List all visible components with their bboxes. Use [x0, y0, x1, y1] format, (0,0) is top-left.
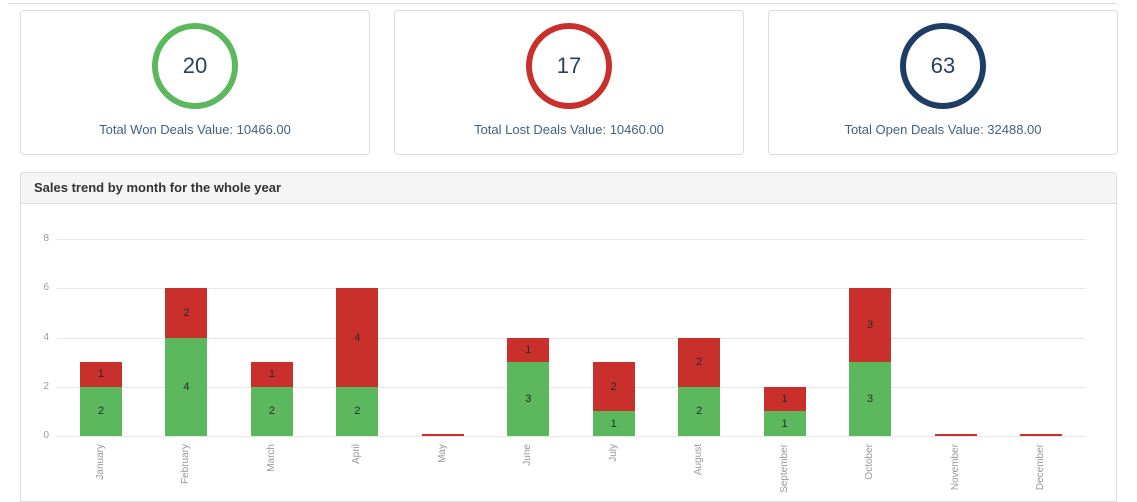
y-tick-label: 6: [43, 282, 49, 294]
lost-deals-ring: 17: [526, 23, 612, 109]
x-axis-label-january: January: [95, 444, 106, 480]
open-deals-ring: 63: [900, 23, 986, 109]
top-divider: [8, 3, 1117, 4]
kpi-cards-row: 20 Total Won Deals Value: 10466.00 17 To…: [20, 10, 1118, 155]
x-axis-label-may: May: [436, 444, 448, 463]
kpi-card-open-deals: 63 Total Open Deals Value: 32488.00: [768, 10, 1118, 155]
gridline-y8: [57, 239, 1085, 241]
y-tick-label: 8: [43, 233, 49, 245]
bar-won-august[interactable]: 2: [678, 386, 721, 436]
bar-lost-july[interactable]: 2: [592, 362, 635, 412]
x-axis-label-november: November: [949, 444, 961, 491]
x-axis-label-october: October: [864, 444, 876, 480]
bar-won-february[interactable]: 4: [165, 337, 208, 436]
x-axis-label-december: December: [1034, 444, 1046, 491]
sales-trend-panel: Sales trend by month for the whole year …: [20, 172, 1117, 502]
bar-lost-january[interactable]: 1: [80, 362, 122, 387]
bar-won-september[interactable]: 1: [763, 411, 806, 436]
y-tick-label: 0: [43, 430, 49, 441]
gridline-y0: [57, 436, 1085, 437]
chart-title: Sales trend by month for the whole year: [21, 173, 1116, 204]
lost-deals-count: 17: [556, 53, 582, 78]
bar-won-june[interactable]: 3: [507, 362, 550, 436]
open-deals-label: Total Open Deals Value: 32488.00: [844, 122, 1042, 137]
x-axis-label-march: March: [265, 444, 277, 472]
open-deals-count: 63: [930, 53, 956, 78]
won-deals-ring: 20: [152, 23, 238, 109]
bar-zero-december[interactable]: [1019, 434, 1062, 436]
y-tick-label: 2: [43, 380, 49, 392]
bar-lost-september[interactable]: 1: [763, 386, 806, 412]
gridline-y4: [57, 337, 1085, 339]
bar-won-april[interactable]: 2: [336, 386, 379, 436]
bar-lost-august[interactable]: 2: [678, 337, 721, 387]
bar-lost-february[interactable]: 2: [165, 288, 208, 338]
x-axis-label-august: August: [693, 444, 705, 476]
won-deals-count: 20: [182, 53, 208, 78]
bar-won-march[interactable]: 2: [250, 386, 293, 436]
bar-lost-march[interactable]: 1: [250, 362, 293, 387]
x-axis-label-september: September: [778, 444, 790, 493]
bar-zero-may[interactable]: [421, 434, 464, 436]
bar-won-october[interactable]: 3: [849, 362, 892, 436]
x-axis-label-february: February: [180, 444, 192, 485]
bar-lost-june[interactable]: 1: [507, 337, 550, 363]
bar-zero-november[interactable]: [934, 434, 977, 436]
bar-lost-april[interactable]: 4: [336, 288, 379, 387]
kpi-card-lost-deals: 17 Total Lost Deals Value: 10460.00: [394, 10, 744, 155]
x-axis-label-june: June: [522, 444, 534, 466]
plot-area: 0 2 4 6 8 2 1 January 4 2 February 2 1 March 2 4 April Ma…: [21, 204, 1116, 502]
kpi-card-won-deals: 20 Total Won Deals Value: 10466.00: [20, 10, 370, 155]
bar-won-july[interactable]: 1: [592, 411, 635, 436]
won-deals-label: Total Won Deals Value: 10466.00: [99, 122, 291, 137]
gridline-y2: [57, 386, 1085, 388]
bar-won-january[interactable]: 2: [80, 386, 122, 436]
lost-deals-label: Total Lost Deals Value: 10460.00: [474, 122, 664, 137]
y-tick-label: 4: [43, 331, 49, 343]
gridline-y6: [57, 288, 1085, 290]
bar-lost-october[interactable]: 3: [849, 288, 892, 363]
x-axis-label-july: July: [607, 444, 619, 462]
x-axis-label-april: April: [351, 444, 363, 465]
